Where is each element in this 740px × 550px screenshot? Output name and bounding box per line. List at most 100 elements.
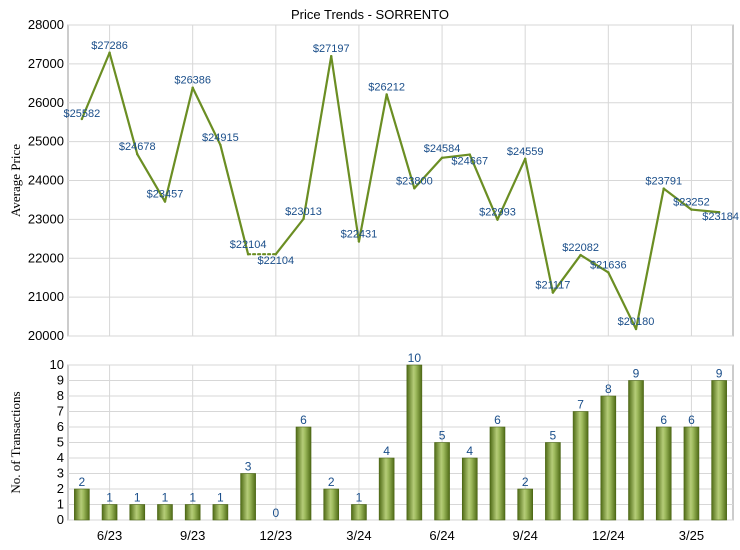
transactions-data-label: 6 xyxy=(688,413,695,427)
transactions-bar xyxy=(489,426,506,521)
price-y-axis-title: Average Price xyxy=(8,144,23,217)
transactions-data-label: 1 xyxy=(189,491,196,505)
transactions-bar xyxy=(406,364,423,521)
price-data-label: $25582 xyxy=(63,108,100,120)
price-line-segment xyxy=(413,156,444,190)
price-line-segment xyxy=(80,51,111,121)
transactions-data-label: 4 xyxy=(466,444,473,458)
price-y-tick-label: 23000 xyxy=(28,211,64,226)
x-tick-label: 12/23 xyxy=(260,528,293,543)
price-y-tick-label: 24000 xyxy=(28,173,64,188)
price-line-segment xyxy=(163,86,194,203)
transactions-y-axis-title: No. of Transactions xyxy=(8,391,23,493)
price-point xyxy=(468,153,471,156)
price-line-segment xyxy=(551,253,582,294)
transactions-bar xyxy=(240,473,256,521)
price-point xyxy=(662,187,665,190)
price-line-segment xyxy=(330,55,361,243)
price-data-label: $23457 xyxy=(147,189,184,201)
transactions-data-label: 1 xyxy=(106,491,113,505)
price-point xyxy=(579,253,582,257)
transactions-data-label: 5 xyxy=(550,429,557,443)
transactions-bar xyxy=(129,504,146,521)
transactions-bar xyxy=(711,380,727,521)
price-data-label: $24559 xyxy=(507,146,544,158)
price-point xyxy=(330,55,333,58)
transactions-bar xyxy=(378,457,395,521)
price-line-segment xyxy=(524,157,554,294)
price-y-tick-label: 20000 xyxy=(28,328,64,343)
price-line-segment xyxy=(662,187,693,211)
price-y-tick-label: 25000 xyxy=(28,134,64,149)
price-line-segment xyxy=(136,153,167,203)
price-data-label: $22993 xyxy=(479,207,516,219)
price-line-segment xyxy=(385,93,416,190)
price-data-label: $24667 xyxy=(451,156,488,168)
transactions-y-tick-label: 8 xyxy=(57,388,64,403)
transactions-data-label: 3 xyxy=(245,460,252,474)
price-y-tick-label: 28000 xyxy=(28,17,64,32)
transactions-data-label: 6 xyxy=(494,413,501,427)
transactions-bar xyxy=(655,426,672,521)
transactions-y-tick-label: 10 xyxy=(50,357,64,372)
x-tick-label: 9/23 xyxy=(180,528,205,543)
price-data-label: $22082 xyxy=(562,242,599,254)
price-data-label: $23013 xyxy=(285,206,322,218)
price-point xyxy=(690,208,693,211)
price-data-label: $23184 xyxy=(702,211,739,223)
x-tick-label: 12/24 xyxy=(592,528,625,543)
transactions-data-label: 1 xyxy=(134,491,141,505)
transactions-bar xyxy=(434,442,450,521)
transactions-y-tick-label: 9 xyxy=(57,373,64,388)
price-point xyxy=(385,93,388,96)
x-tick-label: 6/23 xyxy=(97,528,122,543)
transactions-bar xyxy=(295,426,312,521)
transactions-y-tick-label: 1 xyxy=(57,497,64,512)
transactions-bar xyxy=(101,504,118,521)
transactions-y-tick-label: 7 xyxy=(57,404,64,419)
transactions-data-label: 7 xyxy=(577,398,584,412)
transactions-bar xyxy=(157,504,173,521)
price-data-label: $27286 xyxy=(91,40,128,52)
price-point xyxy=(80,117,84,121)
price-line-segment xyxy=(690,208,721,214)
transactions-data-label: 6 xyxy=(300,413,307,427)
transactions-data-label: 9 xyxy=(633,367,640,381)
transactions-bar xyxy=(351,504,367,521)
price-chart: 20000 21000 22000 23000 24000 25000 26000 27000… xyxy=(8,7,739,343)
transactions-data-label: 2 xyxy=(79,475,86,489)
transactions-bar xyxy=(572,411,589,521)
transactions-bar xyxy=(545,442,561,521)
transactions-data-label: 5 xyxy=(439,429,446,443)
price-point xyxy=(496,218,499,221)
transactions-data-label: 2 xyxy=(328,475,335,489)
transactions-bar xyxy=(74,488,90,521)
x-tick-label: 6/24 xyxy=(429,528,454,543)
transactions-y-tick-label: 5 xyxy=(57,435,64,450)
price-data-label: $21636 xyxy=(590,259,627,271)
transactions-bar xyxy=(212,504,229,521)
price-data-label: $27197 xyxy=(313,43,350,55)
price-point xyxy=(634,327,638,331)
price-data-label: $21117 xyxy=(535,280,570,292)
price-point xyxy=(163,200,167,203)
price-data-label: $23252 xyxy=(673,197,710,209)
price-line-segment xyxy=(496,157,527,221)
price-point xyxy=(607,271,610,274)
price-line-segment xyxy=(440,153,471,159)
price-line-segment xyxy=(108,51,139,156)
transactions-bar xyxy=(628,380,644,521)
transactions-data-label: 9 xyxy=(716,367,723,381)
price-data-label: $20180 xyxy=(618,316,655,328)
price-point xyxy=(523,157,527,160)
price-point xyxy=(274,253,278,256)
price-data-label: $23791 xyxy=(645,176,682,188)
transactions-y-tick-label: 4 xyxy=(57,450,64,465)
price-y-tick-label: 26000 xyxy=(28,95,64,110)
transactions-bar xyxy=(184,504,201,521)
price-y-tick-label: 22000 xyxy=(28,250,64,265)
price-point xyxy=(219,143,222,147)
price-line-segment xyxy=(357,93,388,243)
